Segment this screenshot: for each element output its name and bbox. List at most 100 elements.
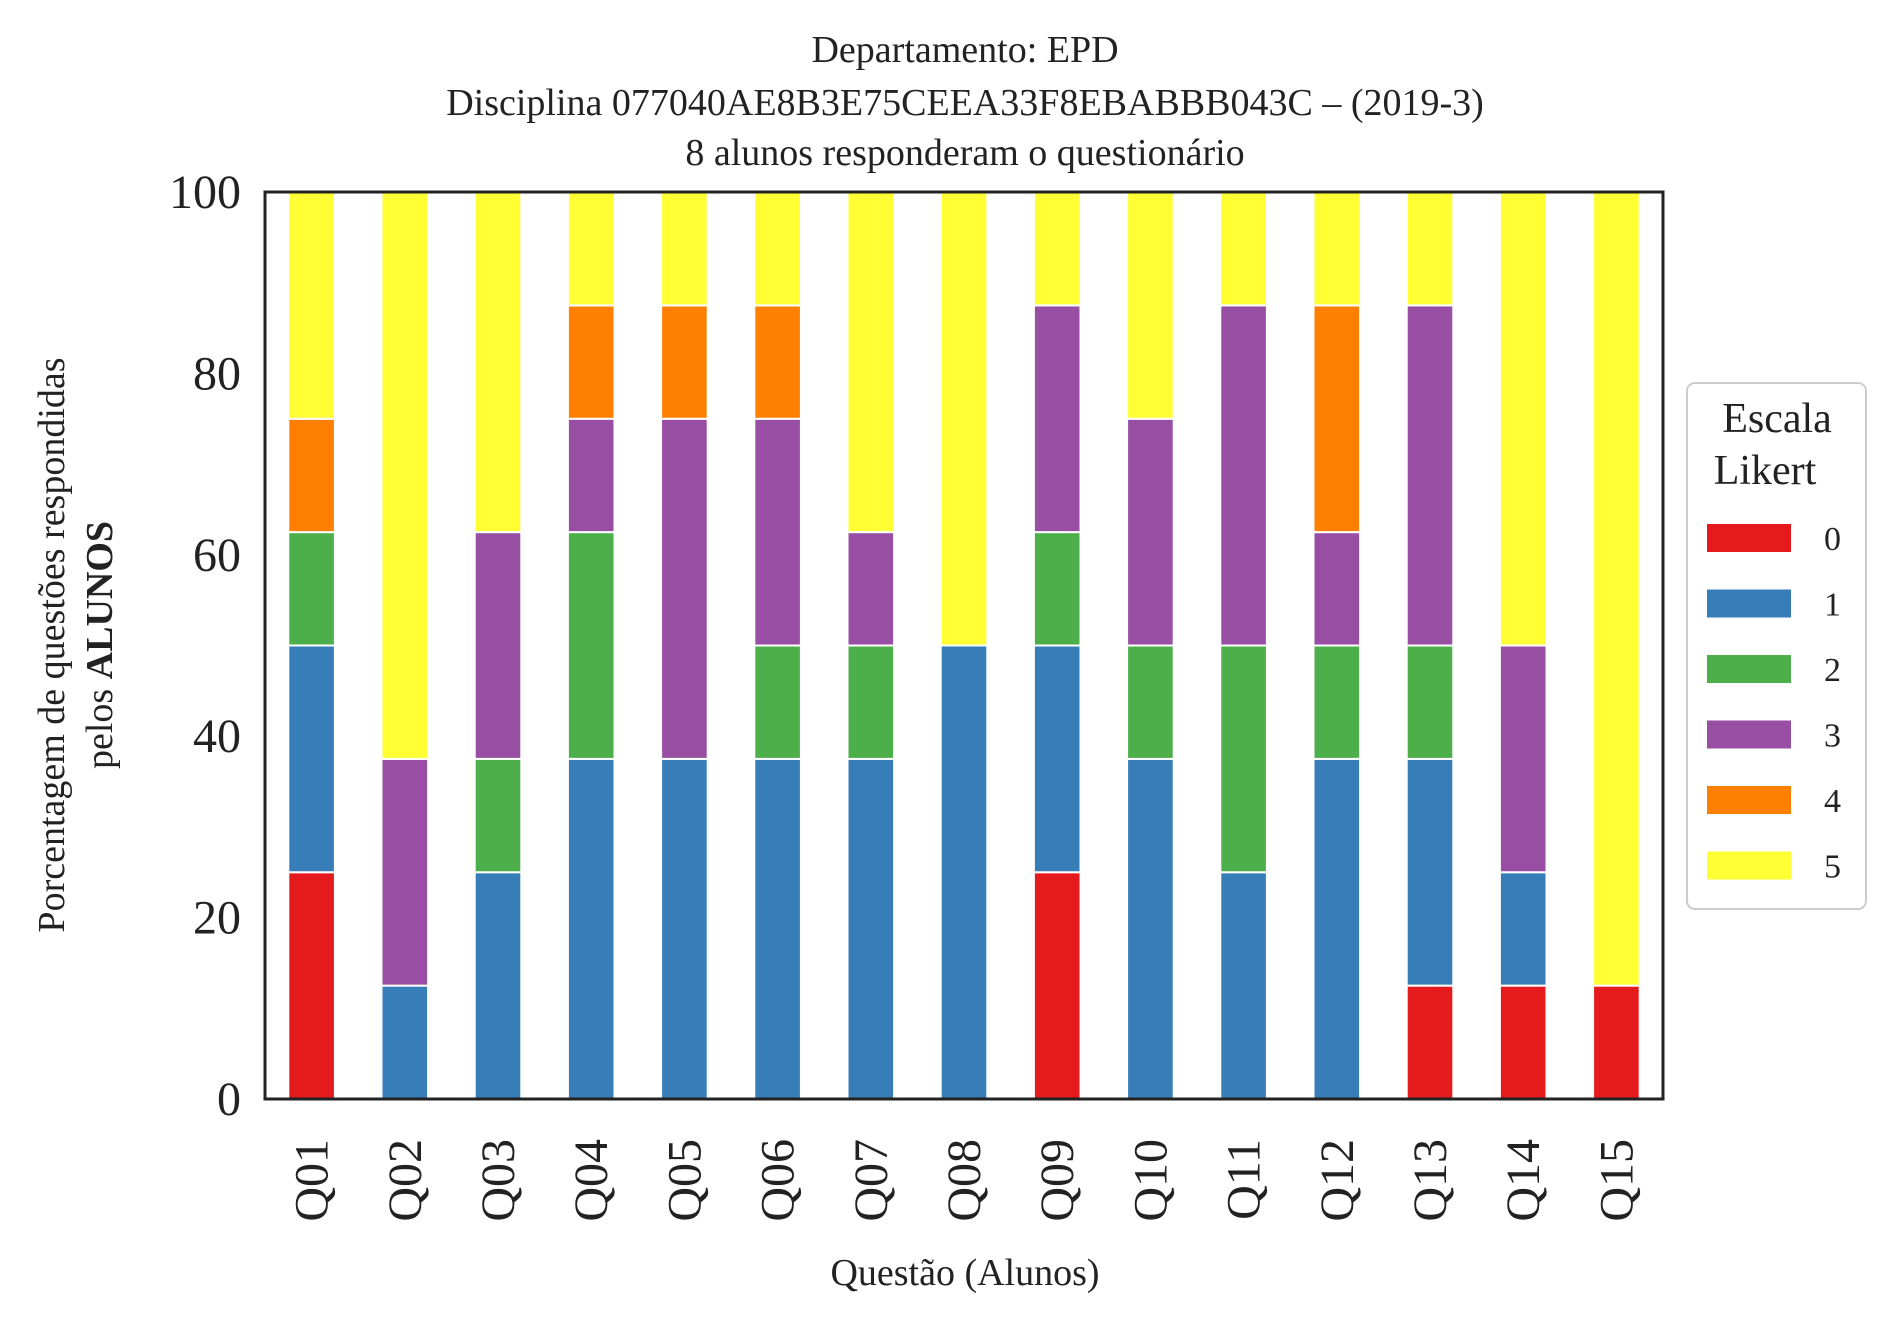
bar-Q04-likert-1 bbox=[566, 757, 616, 1100]
bar-Q05-likert-5 bbox=[660, 191, 709, 307]
bar-Q10-likert-3 bbox=[1126, 417, 1175, 647]
y-tick-label: 20 bbox=[193, 892, 241, 945]
x-tick-label: Q13 bbox=[1404, 1139, 1457, 1222]
bar-Q14-likert-3 bbox=[1498, 644, 1548, 874]
bar-Q03-likert-1 bbox=[473, 871, 523, 1100]
plot-frame bbox=[263, 190, 1665, 1101]
bar-Q08-likert-1 bbox=[939, 644, 989, 1100]
legend-frame bbox=[1686, 382, 1867, 910]
legend-swatch-2 bbox=[1707, 655, 1791, 683]
legend: Escala Likert 0 1 2 3 4 5 bbox=[1686, 382, 1867, 910]
bar-Q07-likert-5 bbox=[846, 191, 896, 534]
bar-Q14-likert-1 bbox=[1498, 871, 1548, 987]
bar-Q12-likert-4 bbox=[1312, 304, 1362, 534]
bar-Q01-likert-0 bbox=[287, 871, 336, 1100]
y-axis-label: Porcentagem de questões respondidas pelo… bbox=[31, 357, 121, 932]
bar-Q11-likert-3 bbox=[1219, 304, 1268, 647]
y-axis-ticks: 0 20 40 60 80 100 bbox=[169, 166, 241, 1126]
legend-label-0: 0 bbox=[1824, 521, 1841, 558]
y-tick-label: 0 bbox=[217, 1073, 241, 1126]
bar-Q10-likert-1 bbox=[1126, 757, 1175, 1100]
legend-label-4: 4 bbox=[1824, 783, 1841, 820]
y-tick-label: 100 bbox=[169, 166, 241, 219]
legend-items: 0 1 2 3 4 5 bbox=[1707, 521, 1841, 886]
y-tick-label: 60 bbox=[193, 529, 241, 582]
bar-Q09-likert-0 bbox=[1032, 871, 1082, 1100]
bar-Q07-likert-2 bbox=[846, 644, 896, 760]
x-tick-label: Q06 bbox=[752, 1139, 805, 1222]
y-tick-label: 80 bbox=[193, 347, 241, 400]
chart-title-line-2: Disciplina 077040AE8B3E75CEEA33F8EBABBB0… bbox=[446, 82, 1484, 124]
bar-Q13-likert-2 bbox=[1405, 644, 1455, 760]
bar-Q10-likert-5 bbox=[1126, 191, 1175, 420]
bars-group bbox=[287, 191, 1641, 1100]
x-tick-label: Q05 bbox=[658, 1139, 711, 1222]
bar-Q13-likert-5 bbox=[1405, 191, 1455, 307]
x-tick-label: Q01 bbox=[286, 1139, 339, 1222]
x-tick-label: Q08 bbox=[938, 1139, 991, 1222]
y-axis-label-line-1: Porcentagem de questões respondidas bbox=[31, 357, 73, 932]
x-tick-label: Q09 bbox=[1031, 1139, 1084, 1222]
bar-Q11-likert-5 bbox=[1219, 191, 1268, 307]
bar-Q09-likert-3 bbox=[1032, 304, 1082, 534]
bar-Q05-likert-4 bbox=[660, 304, 709, 420]
bar-Q09-likert-5 bbox=[1032, 191, 1082, 307]
legend-label-2: 2 bbox=[1824, 652, 1841, 689]
legend-swatch-4 bbox=[1707, 786, 1791, 814]
bar-Q06-likert-2 bbox=[753, 644, 802, 760]
legend-swatch-0 bbox=[1707, 524, 1791, 552]
x-tick-label: Q10 bbox=[1124, 1139, 1177, 1222]
bar-Q04-likert-3 bbox=[566, 417, 616, 534]
bar-Q04-likert-5 bbox=[566, 191, 616, 307]
y-axis-label-bold: ALUNOS bbox=[79, 521, 121, 679]
bar-Q01-likert-4 bbox=[287, 417, 336, 534]
bar-Q03-likert-3 bbox=[473, 531, 523, 760]
bar-Q06-likert-5 bbox=[753, 191, 802, 307]
bar-Q12-likert-1 bbox=[1312, 757, 1362, 1100]
bar-Q05-likert-3 bbox=[660, 417, 709, 760]
x-tick-label: Q02 bbox=[379, 1139, 432, 1222]
legend-swatch-3 bbox=[1707, 720, 1791, 749]
x-tick-label: Q03 bbox=[472, 1139, 525, 1222]
bar-Q12-likert-3 bbox=[1312, 531, 1362, 647]
bar-Q05-likert-1 bbox=[660, 757, 709, 1100]
bar-Q01-likert-5 bbox=[287, 191, 336, 420]
legend-label-5: 5 bbox=[1824, 849, 1841, 886]
bar-Q02-likert-1 bbox=[380, 984, 430, 1100]
bar-Q12-likert-2 bbox=[1312, 644, 1362, 760]
legend-label-1: 1 bbox=[1824, 587, 1841, 624]
bar-Q15-likert-5 bbox=[1592, 191, 1641, 987]
bar-Q02-likert-3 bbox=[380, 757, 430, 987]
legend-label-3: 3 bbox=[1824, 718, 1841, 755]
legend-swatch-1 bbox=[1707, 589, 1791, 618]
bar-Q11-likert-2 bbox=[1219, 644, 1268, 874]
x-tick-label: Q15 bbox=[1590, 1139, 1643, 1222]
bar-Q13-likert-0 bbox=[1405, 984, 1455, 1100]
x-tick-label: Q04 bbox=[565, 1139, 618, 1222]
legend-swatch-5 bbox=[1707, 851, 1791, 880]
bar-Q11-likert-1 bbox=[1219, 871, 1268, 1100]
bar-Q15-likert-0 bbox=[1592, 984, 1641, 1100]
bar-Q06-likert-1 bbox=[753, 757, 802, 1100]
x-axis-label: Questão (Alunos) bbox=[830, 1252, 1099, 1294]
chart-title-line-1: Departamento: EPD bbox=[811, 29, 1118, 71]
chart-title: Departamento: EPD Disciplina 077040AE8B3… bbox=[446, 29, 1484, 174]
x-axis-ticks: Q01 Q02 Q03 Q04 Q05 Q06 Q07 Q08 Q09 Q10 Q11 Q12 Q13 Q… bbox=[286, 1139, 1644, 1222]
bar-Q07-likert-1 bbox=[846, 757, 896, 1100]
bar-Q12-likert-5 bbox=[1312, 191, 1362, 307]
bar-Q09-likert-1 bbox=[1032, 644, 1082, 874]
y-tick-label: 40 bbox=[193, 710, 241, 763]
x-tick-label: Q11 bbox=[1218, 1139, 1271, 1220]
bar-Q01-likert-1 bbox=[287, 644, 336, 874]
bar-Q10-likert-2 bbox=[1126, 644, 1175, 760]
y-axis-label-prefix: pelos bbox=[79, 679, 121, 769]
chart-title-line-3: 8 alunos responderam o questionário bbox=[685, 132, 1244, 174]
bar-Q08-likert-5 bbox=[939, 191, 989, 647]
x-tick-label: Q07 bbox=[845, 1139, 898, 1222]
bar-Q03-likert-2 bbox=[473, 757, 523, 874]
bar-Q09-likert-2 bbox=[1032, 531, 1082, 647]
bar-Q13-likert-3 bbox=[1405, 304, 1455, 647]
bar-Q02-likert-5 bbox=[380, 191, 430, 760]
bar-Q03-likert-5 bbox=[473, 191, 523, 534]
